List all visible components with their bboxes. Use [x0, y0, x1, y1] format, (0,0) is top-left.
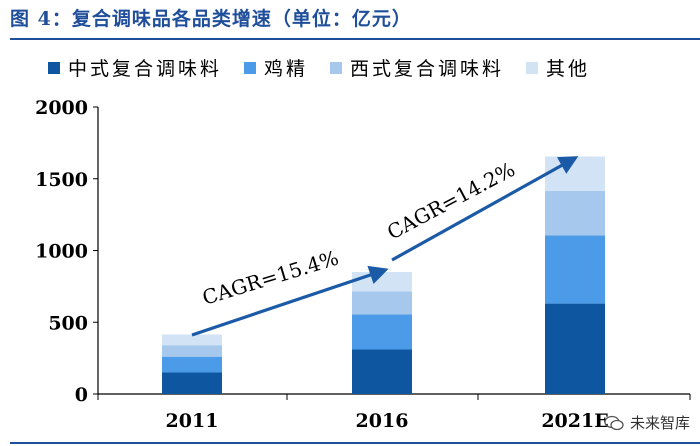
cagr-arrow [391, 156, 579, 262]
watermark-text: 未来智库 [629, 414, 690, 432]
bar-segment [545, 303, 605, 394]
legend-label: 鸡精 [264, 58, 309, 80]
cagr-arrow [191, 265, 389, 337]
legend-swatch [526, 61, 539, 74]
title-underline [10, 38, 700, 40]
wechat-icon [604, 415, 624, 430]
bar-segment [545, 156, 605, 191]
legend-label: 西式复合调味料 [350, 58, 505, 80]
legend-swatch [48, 61, 60, 74]
x-tick-label: 2011 [166, 410, 219, 432]
legend-label: 中式复合调味料 [68, 58, 223, 80]
chart-title: 图 4：复合调味品各品类增速（单位：亿元） [10, 8, 412, 30]
legend-item: 中式复合调味料 [48, 54, 222, 81]
bar-segment [352, 349, 412, 394]
legend-item: 鸡精 [244, 54, 308, 81]
legend: 中式复合调味料 鸡精 西式复合调味料 其他 [48, 54, 612, 81]
bar-segment [545, 235, 605, 304]
y-tick-label: 0 [75, 384, 88, 406]
y-tick-label: 2000 [35, 97, 88, 119]
bar-segment [352, 314, 412, 350]
x-tick-label: 2021E [541, 410, 608, 432]
legend-swatch [330, 61, 343, 74]
bar-segment [162, 372, 222, 394]
cagr-label: CAGR=15.4% [199, 246, 341, 310]
bar-segment [162, 345, 222, 357]
legend-label: 其他 [546, 58, 591, 80]
legend-item: 西式复合调味料 [330, 54, 504, 81]
bar-segment [162, 334, 222, 346]
bar-segment [352, 291, 412, 315]
watermark: 未来智库 [604, 412, 690, 433]
legend-item: 其他 [526, 54, 590, 81]
legend-swatch [244, 61, 257, 74]
y-tick-label: 1500 [35, 169, 88, 191]
bar-segment [162, 356, 222, 373]
bar-segment [545, 190, 605, 236]
y-tick-label: 1000 [35, 241, 88, 263]
x-tick-label: 2016 [356, 410, 409, 432]
y-tick-label: 500 [48, 312, 88, 334]
bottom-rule [10, 442, 700, 444]
bar-segment [352, 272, 412, 292]
